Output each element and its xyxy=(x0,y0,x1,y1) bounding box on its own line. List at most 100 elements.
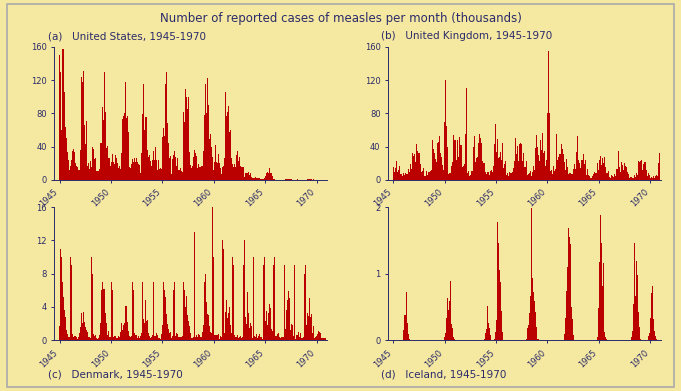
Bar xyxy=(498,158,499,180)
Bar xyxy=(311,314,312,340)
Bar xyxy=(285,329,286,340)
Bar xyxy=(60,72,61,180)
Bar xyxy=(406,292,407,340)
Bar xyxy=(476,158,477,180)
Bar xyxy=(90,338,91,340)
Bar xyxy=(117,338,118,340)
Bar xyxy=(240,166,241,180)
Bar xyxy=(603,169,605,180)
Bar xyxy=(110,164,112,180)
Bar xyxy=(106,148,107,180)
Bar xyxy=(629,178,630,180)
Bar xyxy=(109,158,110,180)
Bar xyxy=(316,336,317,340)
Bar xyxy=(271,173,272,180)
Bar xyxy=(172,160,173,180)
Bar xyxy=(94,159,95,180)
Bar xyxy=(216,335,217,340)
Bar xyxy=(182,336,183,340)
Bar xyxy=(559,154,560,180)
Bar xyxy=(588,175,589,180)
Bar xyxy=(493,166,494,180)
Bar xyxy=(454,151,456,180)
Bar xyxy=(238,337,239,340)
Bar xyxy=(251,177,252,180)
Bar xyxy=(286,179,287,180)
Bar xyxy=(182,172,183,180)
Bar xyxy=(605,337,606,340)
Bar xyxy=(144,129,145,180)
Bar xyxy=(192,338,193,340)
Bar xyxy=(505,161,506,180)
Bar xyxy=(274,257,275,340)
Bar xyxy=(633,287,635,340)
Bar xyxy=(138,336,139,340)
Bar xyxy=(107,146,108,180)
Bar xyxy=(506,175,507,180)
Bar xyxy=(453,337,454,340)
Bar xyxy=(102,107,103,180)
Bar xyxy=(140,165,142,180)
Bar xyxy=(114,164,115,180)
Bar xyxy=(291,324,292,340)
Bar xyxy=(314,334,315,340)
Bar xyxy=(568,265,569,340)
Bar xyxy=(600,156,601,180)
Bar xyxy=(115,336,116,340)
Bar xyxy=(484,163,485,180)
Bar xyxy=(206,296,208,340)
Bar xyxy=(179,337,180,340)
Bar xyxy=(169,158,170,180)
Bar xyxy=(496,147,497,180)
Bar xyxy=(489,175,490,180)
Bar xyxy=(435,159,436,180)
Bar xyxy=(606,173,607,180)
Bar xyxy=(526,336,527,340)
Bar xyxy=(633,176,635,180)
Bar xyxy=(488,172,489,180)
Bar xyxy=(294,265,295,340)
Bar xyxy=(486,174,487,180)
Bar xyxy=(445,80,446,180)
Bar xyxy=(442,165,443,180)
Bar xyxy=(635,177,636,180)
Bar xyxy=(175,336,176,340)
Bar xyxy=(322,338,323,340)
Bar xyxy=(126,307,127,340)
Bar xyxy=(157,170,158,180)
Bar xyxy=(643,164,644,180)
Bar xyxy=(533,165,534,180)
Bar xyxy=(123,325,125,340)
Bar xyxy=(218,334,219,340)
Bar xyxy=(270,308,271,340)
Bar xyxy=(66,138,67,180)
Bar xyxy=(585,160,586,180)
Bar xyxy=(265,176,266,180)
Bar xyxy=(264,257,265,340)
Bar xyxy=(570,173,571,180)
Bar xyxy=(159,338,160,340)
Bar xyxy=(490,174,492,180)
Bar xyxy=(621,162,622,180)
Bar xyxy=(624,163,625,180)
Bar xyxy=(241,167,242,180)
Bar xyxy=(140,334,142,340)
Bar xyxy=(218,154,219,180)
Bar xyxy=(511,172,512,180)
Bar xyxy=(203,325,204,340)
Bar xyxy=(573,339,575,340)
Bar xyxy=(112,154,113,180)
Bar xyxy=(470,175,471,180)
Bar xyxy=(159,169,160,180)
Bar xyxy=(313,179,314,180)
Bar xyxy=(653,319,654,340)
Bar xyxy=(613,178,614,180)
Bar xyxy=(84,322,85,340)
Bar xyxy=(639,169,640,180)
Bar xyxy=(649,174,650,180)
Bar xyxy=(245,317,246,340)
Bar xyxy=(412,153,413,180)
Bar xyxy=(180,337,181,340)
Bar xyxy=(142,114,143,180)
Bar xyxy=(632,332,633,340)
